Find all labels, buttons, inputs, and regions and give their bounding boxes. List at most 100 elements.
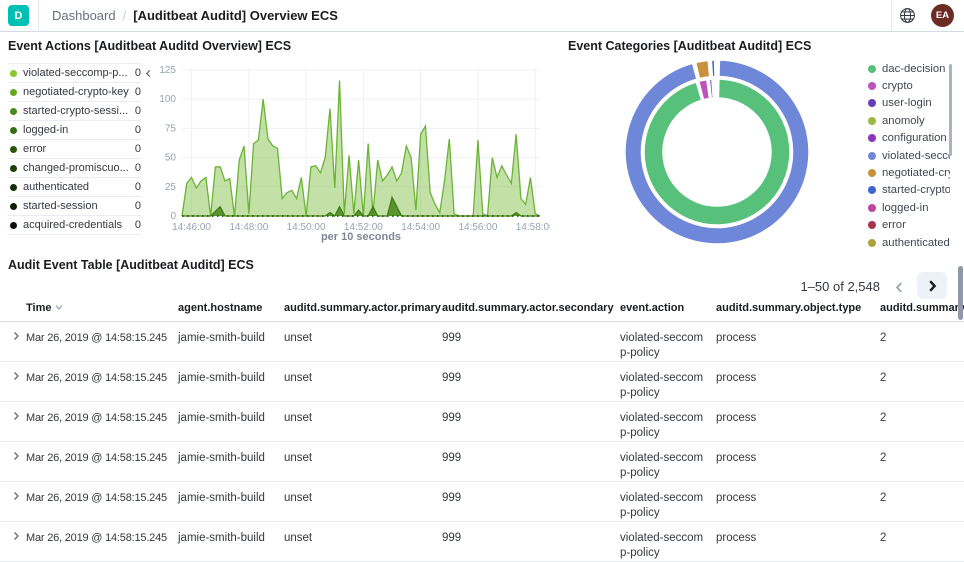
table-cell: jamie-smith-build	[178, 521, 284, 562]
legend-item[interactable]: error 0	[8, 140, 141, 159]
legend-dot-icon	[10, 145, 17, 153]
column-header-auditd-summary-actor-primary[interactable]: auditd.summary.actor.primary	[284, 296, 442, 322]
legend-dot-icon	[868, 64, 876, 73]
legend-item[interactable]: authenticated 0	[8, 178, 141, 197]
pagination-prev-button[interactable]	[886, 274, 912, 300]
donut-segment[interactable]	[697, 78, 711, 101]
column-header-auditd-summary-actor-secondary[interactable]: auditd.summary.actor.secondary	[442, 296, 620, 322]
expand-row-button[interactable]	[0, 411, 21, 426]
table-cell: process	[716, 321, 880, 362]
column-header-label: event.action	[620, 302, 685, 314]
legend-item[interactable]: crypto	[868, 77, 950, 94]
breadcrumb-dashboard[interactable]: Dashboard	[52, 8, 116, 23]
legend-item[interactable]: configuration	[868, 130, 950, 147]
area-series-line	[182, 195, 540, 217]
legend-item-label: violated-seccomp-p...	[23, 67, 128, 79]
legend-item-value: 0	[134, 67, 141, 79]
y-tick-label: 75	[165, 123, 177, 134]
table-row: Mar 26, 2019 @ 14:58:15.245 jamie-smith-b…	[0, 441, 964, 482]
event-categories-legend: dac-decision crypto user-login anomoly confi…	[868, 60, 950, 251]
x-tick-label: 14:58:00	[516, 222, 550, 233]
column-header-label: auditd.summary	[880, 302, 964, 314]
expand-row-button[interactable]	[0, 371, 21, 386]
column-header-label: auditd.summary.actor.secondary	[442, 302, 614, 314]
legend-item-label: anomoly	[882, 114, 925, 127]
legend-item[interactable]: started-crypto-se...	[868, 182, 950, 199]
column-header-label: Time	[26, 302, 52, 314]
expand-row-button[interactable]	[0, 491, 21, 506]
column-header-auditd-summary[interactable]: auditd.summary	[880, 296, 964, 322]
table-cell: unset	[284, 481, 442, 522]
event-actions-area-chart: 0 25 50 75 100 125 14:46:00 14:48:00 14:50:00 14:…	[150, 56, 555, 253]
table-cell: unset	[284, 521, 442, 562]
expand-cell	[0, 521, 26, 562]
legend-item-label: error	[23, 143, 47, 155]
table-cell: unset	[284, 441, 442, 482]
legend-item-label: violated-seccomp...	[882, 149, 950, 162]
table-cell: 999	[442, 441, 620, 482]
table-row: Mar 26, 2019 @ 14:58:15.245 jamie-smith-b…	[0, 401, 964, 442]
audit-table-panel-title: Audit Event Table [Auditbeat Auditd] ECS	[8, 258, 254, 272]
column-header-event-action[interactable]: event.action	[620, 296, 716, 322]
legend-dot-icon	[868, 151, 876, 160]
table-cell: process	[716, 401, 880, 442]
table-cell: process	[716, 481, 880, 522]
globe-button[interactable]	[891, 0, 923, 32]
legend-item[interactable]: error	[868, 217, 950, 234]
donut-segment[interactable]	[643, 78, 791, 226]
legend-item-value: 0	[134, 105, 141, 117]
legend-dot-icon	[868, 186, 876, 195]
app-logo[interactable]: D	[8, 5, 29, 26]
legend-item[interactable]: acquired-credentials 0	[8, 216, 141, 235]
event-categories-donut-chart	[617, 56, 817, 253]
audit-table: Time agent.hostname auditd.summary.actor.p…	[0, 296, 964, 562]
donut-segment[interactable]	[708, 78, 714, 100]
expand-cell	[0, 321, 26, 362]
legend-item-label: dac-decision	[882, 62, 946, 75]
breadcrumb: Dashboard / [Auditbeat Auditd] Overview …	[52, 8, 338, 23]
donut-segment[interactable]	[710, 59, 716, 78]
legend-item-value: 0	[134, 200, 141, 212]
legend-collapse-button[interactable]	[141, 66, 155, 80]
column-header-auditd-summary-object-type[interactable]: auditd.summary.object.type	[716, 296, 880, 322]
table-cell: jamie-smith-build	[178, 401, 284, 442]
legend-item[interactable]: violated-seccomp-p... 0	[8, 64, 141, 83]
table-header-row: Time agent.hostname auditd.summary.actor.p…	[0, 296, 964, 322]
pagination-next-button[interactable]	[917, 272, 947, 299]
table-cell: violated-seccomp-policy	[620, 441, 716, 482]
expand-cell	[0, 481, 26, 522]
legend-item[interactable]: started-session 0	[8, 197, 141, 216]
donut-segment[interactable]	[694, 59, 711, 80]
legend-item[interactable]: logged-in 0	[8, 121, 141, 140]
donut-segment[interactable]	[624, 59, 810, 245]
legend-item[interactable]: logged-in	[868, 199, 950, 216]
legend-item[interactable]: anomoly	[868, 112, 950, 129]
audit-event-table: Time agent.hostname auditd.summary.actor.p…	[0, 296, 964, 562]
legend-item[interactable]: violated-seccomp...	[868, 147, 950, 164]
legend-scrollbar[interactable]	[949, 64, 952, 156]
expand-row-button[interactable]	[0, 531, 21, 546]
breadcrumb-separator: /	[122, 8, 127, 23]
table-row: Mar 26, 2019 @ 14:58:15.245 jamie-smith-b…	[0, 521, 964, 562]
legend-item[interactable]: changed-promiscuo... 0	[8, 159, 141, 178]
legend-item[interactable]: negotiated-crypto...	[868, 164, 950, 181]
table-row: Mar 26, 2019 @ 14:58:15.245 jamie-smith-b…	[0, 361, 964, 402]
column-header-agent-hostname[interactable]: agent.hostname	[178, 296, 284, 322]
legend-item-label: authenticated	[23, 181, 90, 193]
legend-item-value: 0	[134, 86, 141, 98]
column-header-time[interactable]: Time	[26, 296, 178, 322]
legend-item[interactable]: dac-decision	[868, 60, 950, 77]
expand-row-button[interactable]	[0, 331, 21, 346]
legend-item[interactable]: started-crypto-sessi... 0	[8, 102, 141, 121]
user-avatar[interactable]: EA	[931, 4, 954, 27]
expand-row-button[interactable]	[0, 451, 21, 466]
table-cell: 2	[880, 521, 964, 562]
table-cell: violated-seccomp-policy	[620, 361, 716, 402]
table-scrollbar[interactable]	[958, 266, 963, 320]
legend-dot-icon	[868, 82, 876, 91]
legend-item-label: authenticated	[882, 236, 950, 249]
legend-item[interactable]: authenticated	[868, 234, 950, 251]
legend-item[interactable]: user-login	[868, 95, 950, 112]
table-cell: unset	[284, 361, 442, 402]
legend-item[interactable]: negotiated-crypto-key 0	[8, 83, 141, 102]
